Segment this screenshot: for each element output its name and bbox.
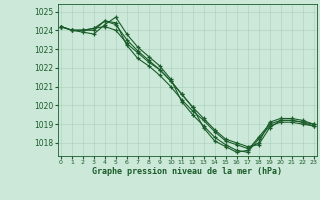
X-axis label: Graphe pression niveau de la mer (hPa): Graphe pression niveau de la mer (hPa) xyxy=(92,167,282,176)
